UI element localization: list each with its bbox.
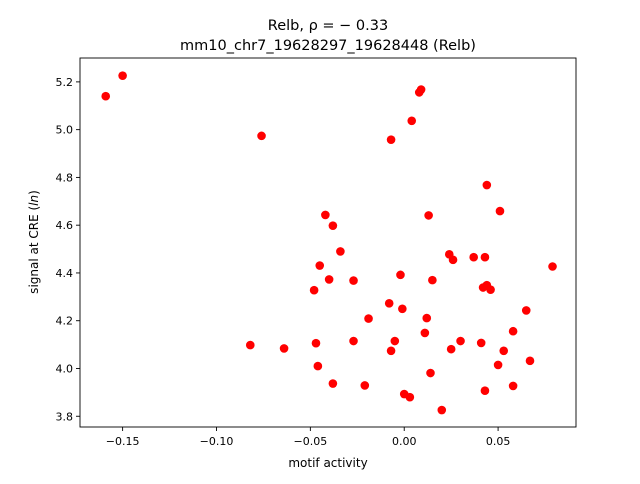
data-point [446, 344, 456, 354]
data-point [328, 221, 338, 230]
data-point [508, 326, 518, 336]
data-point [521, 306, 531, 315]
data-point [437, 405, 447, 415]
data-point [480, 252, 490, 262]
data-point [422, 313, 432, 323]
data-point [456, 336, 465, 346]
data-point [428, 275, 437, 285]
y-tick-label: 5.0 [56, 124, 74, 137]
x-axis-ticks: −0.15 −0.10 −0.05 0.00 0.05 [106, 427, 511, 448]
data-point [508, 381, 518, 391]
y-axis-ticks: 3.8 4.0 4.2 4.4 4.6 4.8 5.0 5.2 [56, 76, 80, 423]
data-point [405, 392, 415, 402]
data-point [424, 211, 433, 220]
data-point [390, 336, 400, 346]
data-point [398, 304, 407, 314]
data-point [309, 285, 319, 295]
data-point [313, 361, 323, 371]
y-axis-label-italic: ln [27, 195, 41, 206]
y-axis-label-prefix: signal at CRE ( [27, 206, 41, 294]
data-point [548, 262, 557, 271]
y-axis-label: signal at CRE (ln) [27, 190, 41, 294]
y-tick-label: 4.8 [56, 171, 74, 184]
data-point [321, 210, 330, 220]
data-point [101, 91, 111, 101]
data-point [386, 346, 396, 356]
data-point [118, 71, 127, 80]
data-point [407, 116, 417, 126]
data-point [469, 252, 478, 262]
data-point [349, 276, 358, 285]
y-tick-label: 4.4 [56, 267, 74, 280]
x-tick-label: −0.10 [200, 435, 234, 448]
data-point [416, 85, 426, 94]
data-point [384, 298, 394, 308]
x-axis-label: motif activity [288, 456, 367, 470]
data-point [311, 338, 321, 348]
data-point [245, 340, 255, 350]
data-point [336, 247, 345, 256]
data-point [499, 346, 509, 356]
y-tick-label: 4.6 [56, 219, 74, 232]
x-tick-label: −0.15 [106, 435, 140, 448]
data-point [482, 180, 492, 190]
chart-title-line1: Relb, ρ = − 0.33 [268, 18, 388, 34]
data-point [315, 261, 325, 270]
x-tick-label: 0.05 [486, 435, 511, 448]
data-point [396, 270, 405, 280]
points-layer [101, 71, 557, 415]
y-tick-label: 4.0 [56, 362, 74, 375]
data-point [420, 328, 430, 338]
data-point [279, 344, 289, 353]
x-tick-label: −0.05 [293, 435, 327, 448]
data-point [448, 255, 458, 265]
data-point [349, 336, 358, 346]
y-tick-label: 4.2 [56, 315, 74, 328]
chart-title-line2: mm10_chr7_19628297_19628448 (Relb) [180, 38, 476, 54]
data-point [486, 285, 495, 294]
data-point [328, 379, 338, 388]
data-point [480, 386, 490, 396]
data-point [476, 338, 486, 348]
data-point [493, 360, 503, 370]
data-point [360, 381, 370, 390]
data-point [426, 368, 435, 378]
plot-frame [79, 57, 577, 428]
data-point [495, 206, 505, 216]
x-tick-label: 0.00 [392, 435, 417, 448]
y-tick-label: 3.8 [56, 410, 74, 423]
data-point [525, 356, 535, 366]
y-tick-label: 5.2 [56, 76, 74, 89]
data-point [324, 275, 334, 284]
data-point [386, 135, 396, 144]
data-point [257, 131, 266, 141]
y-axis-label-suffix: ) [27, 190, 41, 195]
data-point [364, 314, 373, 323]
